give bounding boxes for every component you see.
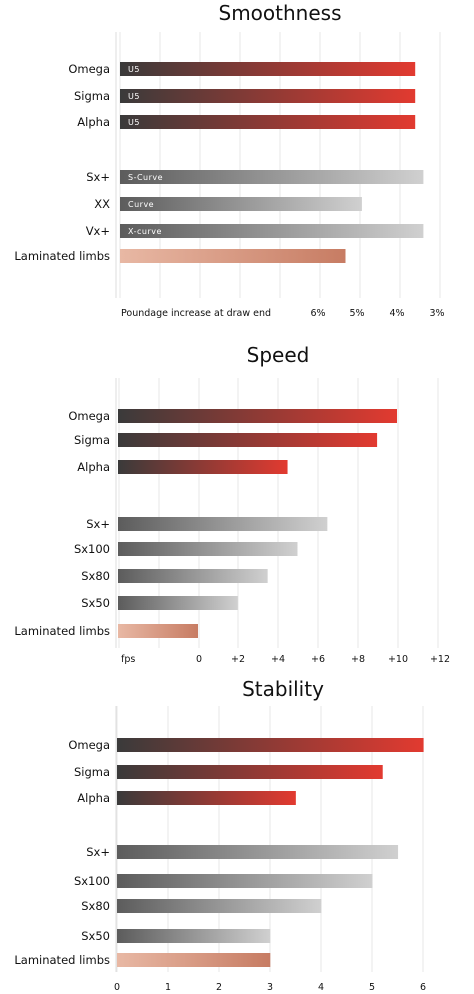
bar-omega xyxy=(117,738,424,752)
bar-sx50 xyxy=(118,596,238,610)
x-tick-label: +10 xyxy=(388,654,408,665)
bar-label: U5 xyxy=(128,65,140,74)
x-tick-label: 4% xyxy=(389,308,404,319)
category-label: Laminated limbs xyxy=(14,249,110,263)
x-tick-label: +8 xyxy=(351,654,365,665)
bar-sigma xyxy=(120,89,416,103)
bar-sx50 xyxy=(117,929,271,943)
category-label: Omega xyxy=(68,62,110,76)
category-label: XX xyxy=(94,197,110,211)
category-label: Alpha xyxy=(77,791,110,805)
bar-alpha xyxy=(118,460,288,474)
category-label: Sx100 xyxy=(74,874,110,888)
bar-sx100 xyxy=(117,874,373,888)
x-tick-label: 4 xyxy=(318,982,324,993)
x-tick-label: 5 xyxy=(369,982,375,993)
chart-title: Stability xyxy=(242,677,324,701)
x-tick-label: 0 xyxy=(114,982,120,993)
bar-sx80 xyxy=(117,899,322,913)
bar-sigma xyxy=(117,765,383,779)
bar-label: U5 xyxy=(128,118,140,127)
bar-sx80 xyxy=(118,569,268,583)
x-tick-label: 2 xyxy=(216,982,222,993)
x-tick-label: 5% xyxy=(349,308,364,319)
chart-title: Smoothness xyxy=(219,1,342,25)
category-label: Sx+ xyxy=(86,170,110,184)
x-tick-label: +4 xyxy=(271,654,285,665)
category-label: Sx80 xyxy=(81,569,110,583)
x-tick-label: 1 xyxy=(165,982,171,993)
bar-label: S-Curve xyxy=(128,173,163,182)
bar-label: U5 xyxy=(128,92,140,101)
category-label: Laminated limbs xyxy=(14,953,110,967)
x-tick-label: 6% xyxy=(310,308,325,319)
bar-laminated-limbs xyxy=(118,624,198,638)
category-label: Omega xyxy=(68,409,110,423)
bar-laminated-limbs xyxy=(120,249,346,263)
category-label: Sx50 xyxy=(81,929,110,943)
x-tick-label: 6 xyxy=(420,982,426,993)
bar-label: Curve xyxy=(128,200,154,209)
bar-alpha xyxy=(117,791,296,805)
category-label: Sx80 xyxy=(81,899,110,913)
x-tick-label: +2 xyxy=(231,654,245,665)
x-tick-label: 3 xyxy=(267,982,273,993)
x-tick-label: +6 xyxy=(311,654,325,665)
x-tick-label: +12 xyxy=(430,654,450,665)
category-label: Alpha xyxy=(77,460,110,474)
bar-laminated-limbs xyxy=(117,953,271,967)
chart-title: Speed xyxy=(247,343,310,367)
category-label: Sx+ xyxy=(86,845,110,859)
bar-vx- xyxy=(120,224,424,238)
category-label: Laminated limbs xyxy=(14,624,110,638)
bar-sx100 xyxy=(118,542,298,556)
category-label: Sigma xyxy=(74,89,110,103)
bar-alpha xyxy=(120,115,416,129)
bar-sx- xyxy=(120,170,424,184)
category-label: Alpha xyxy=(77,115,110,129)
x-tick-label: 3% xyxy=(429,308,444,319)
category-label: Sx100 xyxy=(74,542,110,556)
x-axis-label: Poundage increase at draw end xyxy=(121,308,271,319)
bar-sigma xyxy=(118,433,378,447)
bar-xx xyxy=(120,197,362,211)
bar-omega xyxy=(120,62,416,76)
bar-sx- xyxy=(118,517,328,531)
bar-omega xyxy=(118,409,397,423)
category-label: Vx+ xyxy=(86,224,110,238)
category-label: Sx50 xyxy=(81,596,110,610)
category-label: Sx+ xyxy=(86,517,110,531)
x-axis-label: fps xyxy=(121,654,135,665)
category-label: Sigma xyxy=(74,433,110,447)
category-label: Sigma xyxy=(74,765,110,779)
category-label: Omega xyxy=(68,738,110,752)
x-tick-label: 0 xyxy=(196,654,202,665)
bar-sx- xyxy=(117,845,399,859)
bar-label: X-curve xyxy=(128,227,162,236)
